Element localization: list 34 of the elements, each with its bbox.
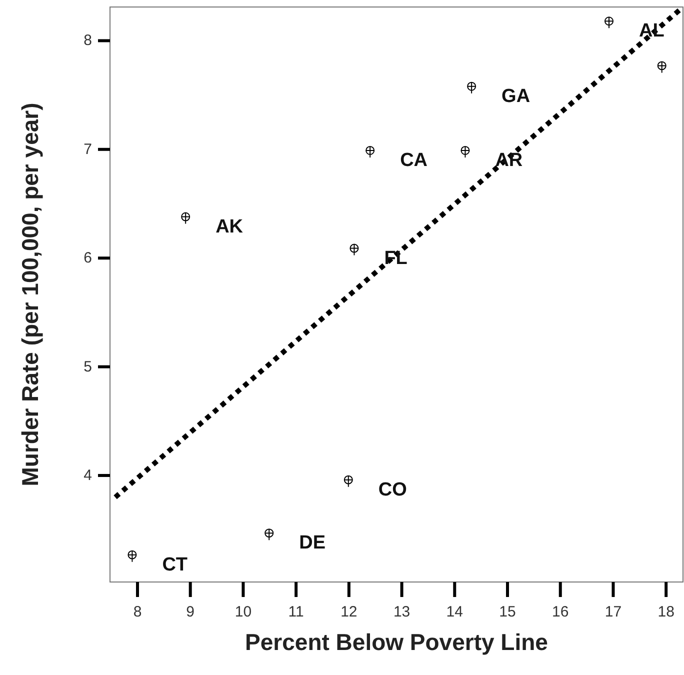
point [181, 212, 190, 224]
annotation: CA [400, 150, 428, 171]
point [350, 244, 359, 256]
annotation: CO [378, 479, 407, 500]
x-tick-label: 18 [658, 604, 674, 620]
y-axis-title: Murder Rate (per 100,000, per year) [17, 102, 43, 486]
point [657, 61, 666, 74]
x-tick-label: 14 [446, 604, 463, 620]
x-tick-label: 12 [340, 604, 358, 620]
x-tick-label: 15 [499, 604, 516, 620]
point [128, 550, 137, 562]
x-tick-label: 13 [393, 604, 410, 620]
y-tick-label: 6 [84, 250, 92, 267]
x-tick-label: 10 [234, 604, 252, 620]
y-tick-label: 4 [84, 466, 92, 484]
x-tick-label: 16 [552, 604, 569, 620]
point [460, 146, 470, 158]
x-tick-label: 8 [133, 604, 142, 620]
x-tick-label: 17 [604, 604, 622, 620]
annotation: CT [162, 554, 188, 576]
y-tick-label: 7 [84, 140, 92, 158]
annotation: GA [502, 86, 530, 107]
x-tick-label: 9 [186, 604, 195, 620]
point [344, 475, 353, 488]
point [604, 16, 614, 29]
annotation: AK [216, 216, 244, 238]
y-tick-label: 8 [84, 32, 92, 50]
x-axis-title: Percent Below Poverty Line [245, 629, 548, 655]
x-tick-label: 11 [288, 604, 304, 620]
annotation: DE [299, 532, 326, 554]
y-tick-label: 5 [84, 358, 92, 376]
point [467, 82, 476, 94]
point [264, 528, 274, 541]
point [366, 146, 375, 158]
